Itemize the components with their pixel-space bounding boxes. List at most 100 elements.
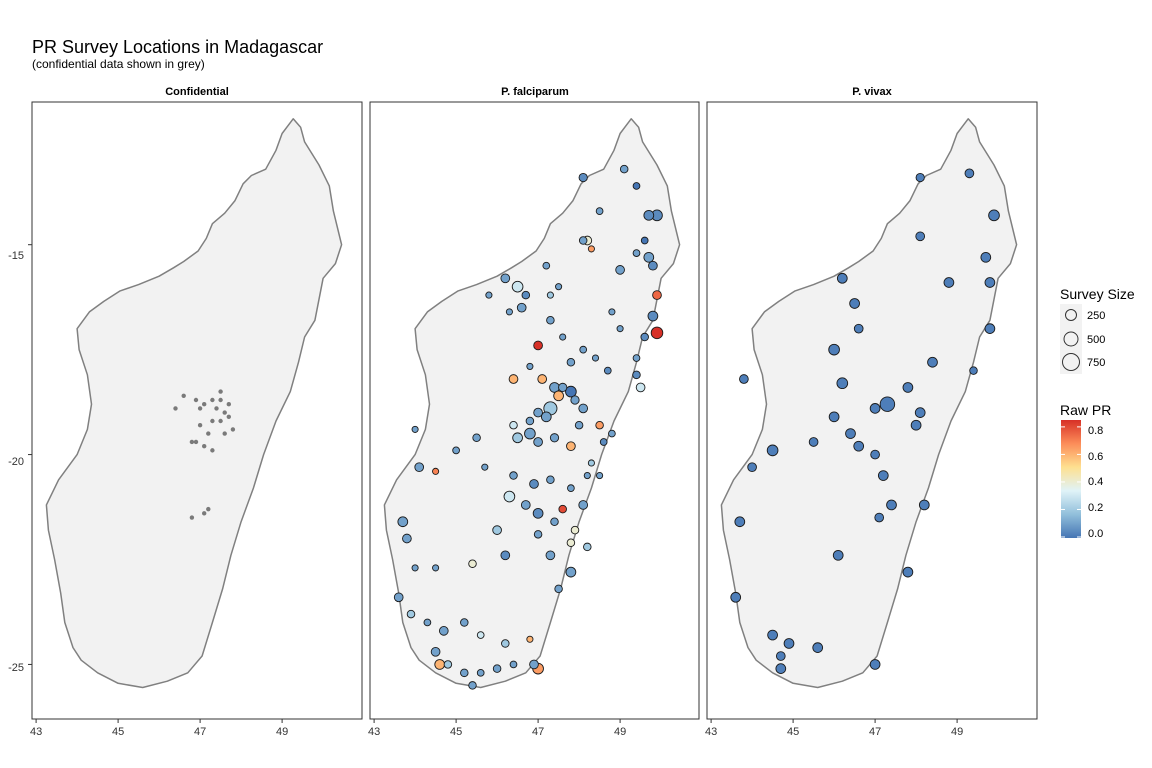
confidential-point [202,511,207,516]
pv-survey-point [914,407,926,418]
pf-survey-point [472,433,481,443]
pf-survey-point [632,182,641,190]
pf-survey-point [554,584,563,594]
pf-survey-point [460,668,469,678]
x-tick-label: 43 [30,726,42,738]
pf-survey-point [566,538,576,547]
pv-survey-point [739,374,749,384]
x-tick-label: 47 [869,726,881,738]
pf-survey-point [509,660,518,669]
legend-size-label: 500 [1087,334,1105,346]
pf-survey-point [550,517,559,526]
pf-survey-point [596,472,604,480]
pf-survey-point [555,283,563,291]
pf-survey-point [608,429,616,438]
pv-survey-point [984,277,996,288]
pf-survey-point [578,236,588,245]
confidential-point [230,427,236,432]
legend-color-label: 0.0 [1088,528,1103,540]
x-tick-label: 45 [787,726,799,738]
pf-survey-point [545,550,556,561]
pf-survey-point [397,516,409,528]
pv-survey-point [869,403,881,414]
x-tick-label: 43 [705,726,717,738]
pv-survey-point [943,277,955,288]
pf-survey-point [565,385,577,398]
confidential-point [189,515,195,520]
pv-survey-point [874,512,885,523]
confidential-point [181,393,186,399]
pf-survey-point [558,382,568,393]
confidential-point [210,448,215,453]
pf-survey-point [583,472,591,480]
pf-survey-point [520,500,531,510]
x-tick-label: 49 [276,726,288,738]
pf-survey-point [591,354,600,362]
y-tick-label: -25 [8,662,24,674]
pv-survey-point [808,437,819,447]
pf-survey-point [432,467,440,475]
pf-survey-point [578,403,589,414]
y-axis: -15 -20 -25 [8,244,32,674]
confidential-point [222,410,227,415]
legend-size-750 [1062,353,1080,371]
pf-survey-point [532,507,544,519]
pf-survey-point [500,273,511,284]
pf-survey-point [643,209,655,221]
pf-survey-point [567,484,575,492]
pf-survey-point [615,265,625,275]
legend: Survey Size 250 500 750 Raw PR 0.8 0.6 0… [1060,286,1135,540]
pf-survey-point [578,500,589,510]
x-tick-label: 49 [614,726,626,738]
confidential-point [206,431,211,436]
panel-label-falciparum: P. falciparum [501,86,569,98]
pv-survey-point [964,168,975,179]
pf-survey-point [508,374,519,384]
pv-survey-point [845,428,856,439]
legend-color-label: 0.4 [1088,476,1103,488]
pf-survey-point [406,609,416,619]
pf-survey-point [632,370,641,380]
confidential-point [173,406,178,411]
pf-survey-point [402,533,412,544]
pf-survey-point [570,395,580,405]
pv-survey-point [988,209,1000,222]
pf-survey-point [640,236,649,245]
pv-survey-point [812,642,824,653]
confidential-point [218,397,223,403]
pf-survey-point [650,326,664,340]
pf-survey-point [505,308,513,316]
pf-survey-point [500,550,511,561]
pf-survey-point [533,437,543,447]
pv-survey-point [879,396,896,412]
pf-survey-point [647,310,659,322]
pf-survey-point [524,427,536,440]
legend-size-500 [1063,331,1079,347]
pf-survey-point [411,564,419,572]
legend-colorbar [1061,420,1081,538]
pf-survey-point [533,530,543,539]
pf-survey-point [432,564,440,572]
pf-survey-point [570,525,580,535]
pv-survey-point [984,323,996,335]
pf-survey-point [481,463,489,471]
pv-survey-point [927,356,938,368]
panel-confidential [31,101,363,720]
pv-survey-point [775,663,787,674]
pf-survey-point [619,164,629,174]
pv-survey-point [828,343,840,356]
pv-survey-point [766,444,779,457]
pv-survey-point [902,382,914,393]
pf-survey-point [632,249,641,257]
pf-survey-point [443,660,453,669]
pv-survey-point [836,377,849,390]
pv-survey-point [828,411,840,423]
pf-survey-point [640,332,649,342]
pf-survey-point [492,525,502,535]
pf-survey-point [648,260,658,271]
y-tick-label: -20 [8,456,24,468]
pv-survey-point [747,462,757,472]
pf-survey-point [460,618,469,627]
pv-survey-point [869,659,881,670]
pf-survey-point [529,479,539,489]
